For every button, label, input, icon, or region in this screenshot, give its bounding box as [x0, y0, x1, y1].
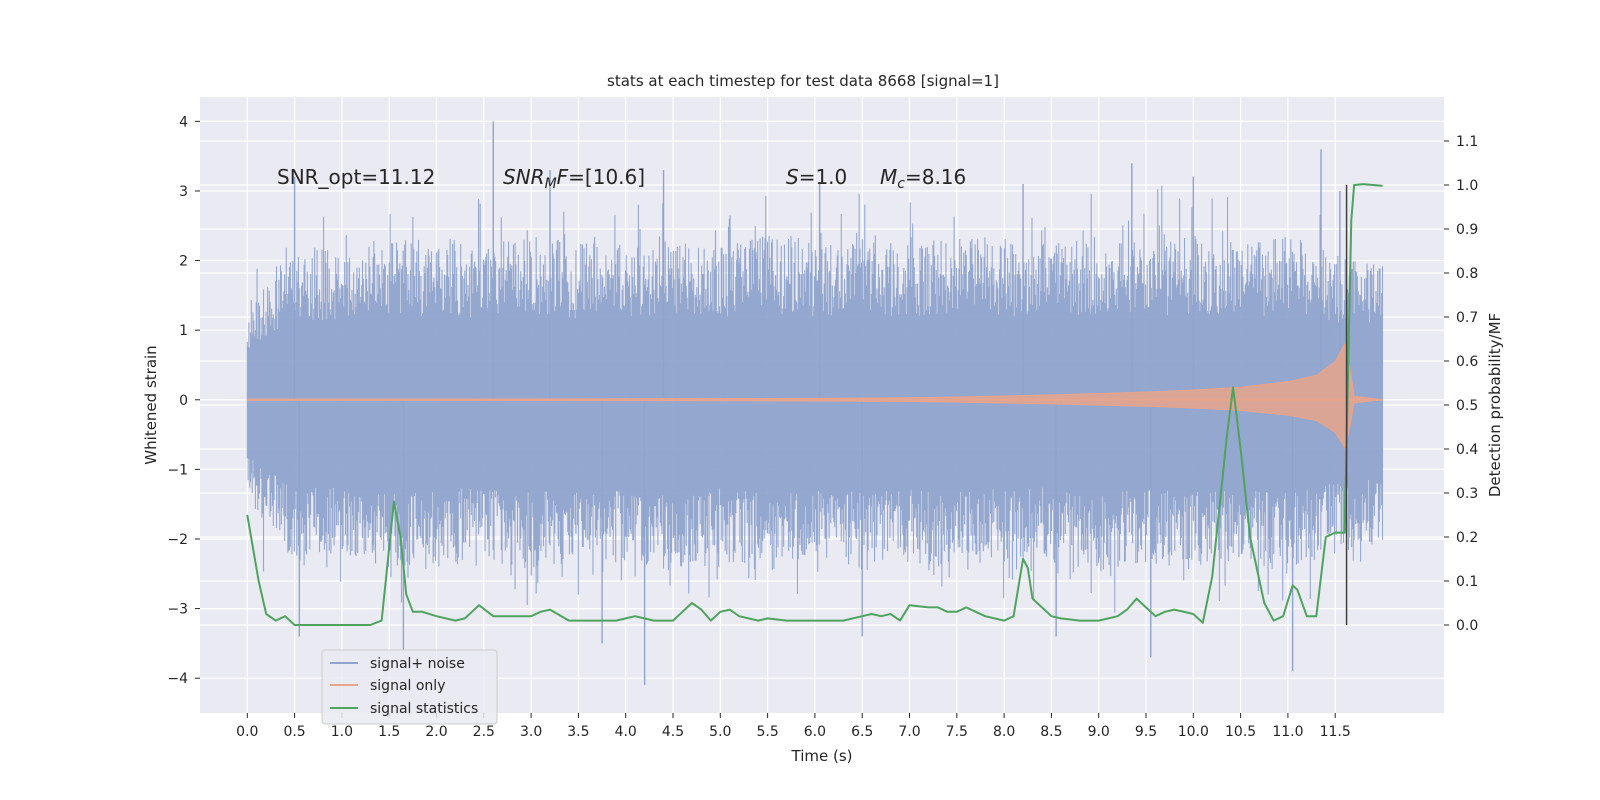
- y-right-tick-label-6: 0.5: [1456, 398, 1478, 414]
- x-tick-label-15: 7.5: [946, 724, 968, 740]
- legend-label-signal: signal only: [370, 678, 445, 694]
- y-left-tick-label-4: 0: [179, 393, 188, 409]
- y-right-tick-label-7: 0.4: [1456, 442, 1478, 458]
- snr-mf-value: =[10.6]: [568, 165, 645, 189]
- y-left-tick-label-6: −2: [167, 532, 188, 548]
- signal-only-envelope: [246, 342, 1383, 449]
- y-right-tick-label-10: 0.1: [1456, 574, 1478, 590]
- legend-label-noise: signal+ noise: [370, 656, 465, 672]
- y-right-tick-label-0: 1.1: [1456, 134, 1478, 150]
- mc-label: M: [880, 165, 897, 189]
- s-label: S: [786, 165, 799, 189]
- x-tick-label-9: 4.5: [662, 724, 684, 740]
- x-tick-label-18: 9.0: [1088, 724, 1110, 740]
- y-left-axis-label: Whitened strain: [142, 345, 160, 464]
- snr-mf-sub: M: [545, 176, 557, 192]
- annotations: SNR_opt=11.12 SNRMF=[10.6] S=1.0 Mc=8.16: [277, 165, 966, 192]
- mc-sub: c: [897, 176, 905, 192]
- y-left-tick-label-3: 1: [179, 323, 188, 339]
- s-annotation: S=1.0: [786, 165, 847, 189]
- y-left-tick-label-8: −4: [167, 671, 188, 687]
- x-axis-label: Time (s): [791, 747, 853, 765]
- x-tick-label-12: 6.0: [804, 724, 826, 740]
- y-left-tick-label-1: 3: [179, 184, 188, 200]
- y-left-tick-label-5: −1: [167, 462, 188, 478]
- legend-label-stats: signal statistics: [370, 701, 478, 717]
- y-right-tick-label-4: 0.7: [1456, 310, 1478, 326]
- y-right-tick-label-11: 0.0: [1456, 618, 1478, 634]
- x-tick-label-2: 1.0: [331, 724, 353, 740]
- y-left-tick-label-7: −3: [167, 602, 188, 618]
- x-tick-label-1: 0.5: [283, 724, 305, 740]
- signal-noise-series: [246, 121, 1384, 686]
- y-right-tick-label-5: 0.6: [1456, 354, 1478, 370]
- x-tick-label-0: 0.0: [236, 724, 258, 740]
- x-tick-label-20: 10.0: [1178, 724, 1209, 740]
- x-tick-label-4: 2.0: [425, 724, 447, 740]
- y-left-tick-label-0: 4: [179, 114, 188, 130]
- mc-annotation: Mc=8.16: [880, 165, 966, 192]
- x-tick-label-17: 8.5: [1040, 724, 1062, 740]
- snr-mf-italic2: F: [557, 165, 569, 189]
- x-tick-label-22: 11.0: [1272, 724, 1303, 740]
- x-tick-label-7: 3.5: [567, 724, 589, 740]
- x-tick-label-14: 7.0: [898, 724, 920, 740]
- legend: signal+ noise signal only signal statist…: [321, 649, 498, 725]
- x-tick-label-5: 2.5: [473, 724, 495, 740]
- y-right-tick-label-2: 0.9: [1456, 222, 1478, 238]
- y-right-tick-label-8: 0.3: [1456, 486, 1478, 502]
- signal-statistics-line: [246, 183, 1383, 626]
- snr-mf-italic: SNR: [503, 165, 545, 189]
- y-right-tick-label-9: 0.2: [1456, 530, 1478, 546]
- chart-title: stats at each timestep for test data 866…: [607, 72, 999, 90]
- snr-mf-annotation: SNRMF=[10.6]: [503, 165, 645, 192]
- y-left-tick-label-2: 2: [179, 254, 188, 270]
- x-tick-label-3: 1.5: [378, 724, 400, 740]
- x-tick-label-23: 11.5: [1320, 724, 1351, 740]
- y-right-axis-ticks: 1.1 1.0 0.9 0.8 0.7 0.6 0.5 0.4 0.3 0.2 0.1 0.0: [1444, 134, 1478, 634]
- y-right-axis-label: Detection probability/MF: [1486, 313, 1504, 497]
- y-right-tick-label-3: 0.8: [1456, 266, 1478, 282]
- x-tick-label-11: 5.5: [756, 724, 778, 740]
- legend-box: [321, 649, 498, 725]
- y-right-tick-label-1: 1.0: [1456, 178, 1478, 194]
- x-tick-label-19: 9.5: [1135, 724, 1157, 740]
- mc-value: =8.16: [905, 165, 966, 189]
- x-tick-label-10: 5.0: [709, 724, 731, 740]
- x-tick-label-13: 6.5: [851, 724, 873, 740]
- y-left-axis-ticks: 4 3 2 1 0 −1 −2 −3 −4: [167, 114, 200, 687]
- x-tick-label-21: 10.5: [1225, 724, 1256, 740]
- snr-opt-annotation: SNR_opt=11.12: [277, 165, 435, 189]
- x-tick-label-16: 8.0: [993, 724, 1015, 740]
- x-tick-label-6: 3.0: [520, 724, 542, 740]
- signal-statistics-series: [246, 183, 1383, 626]
- signal-only-series: [246, 342, 1383, 449]
- x-axis-ticks: 0.0 0.5 1.0 1.5 2.0 2.5 3.0 3.5 4.0 4.5 5.0 5.5 6.0 6…: [236, 713, 1351, 740]
- s-value: =1.0: [799, 165, 848, 189]
- x-tick-label-8: 4.0: [615, 724, 637, 740]
